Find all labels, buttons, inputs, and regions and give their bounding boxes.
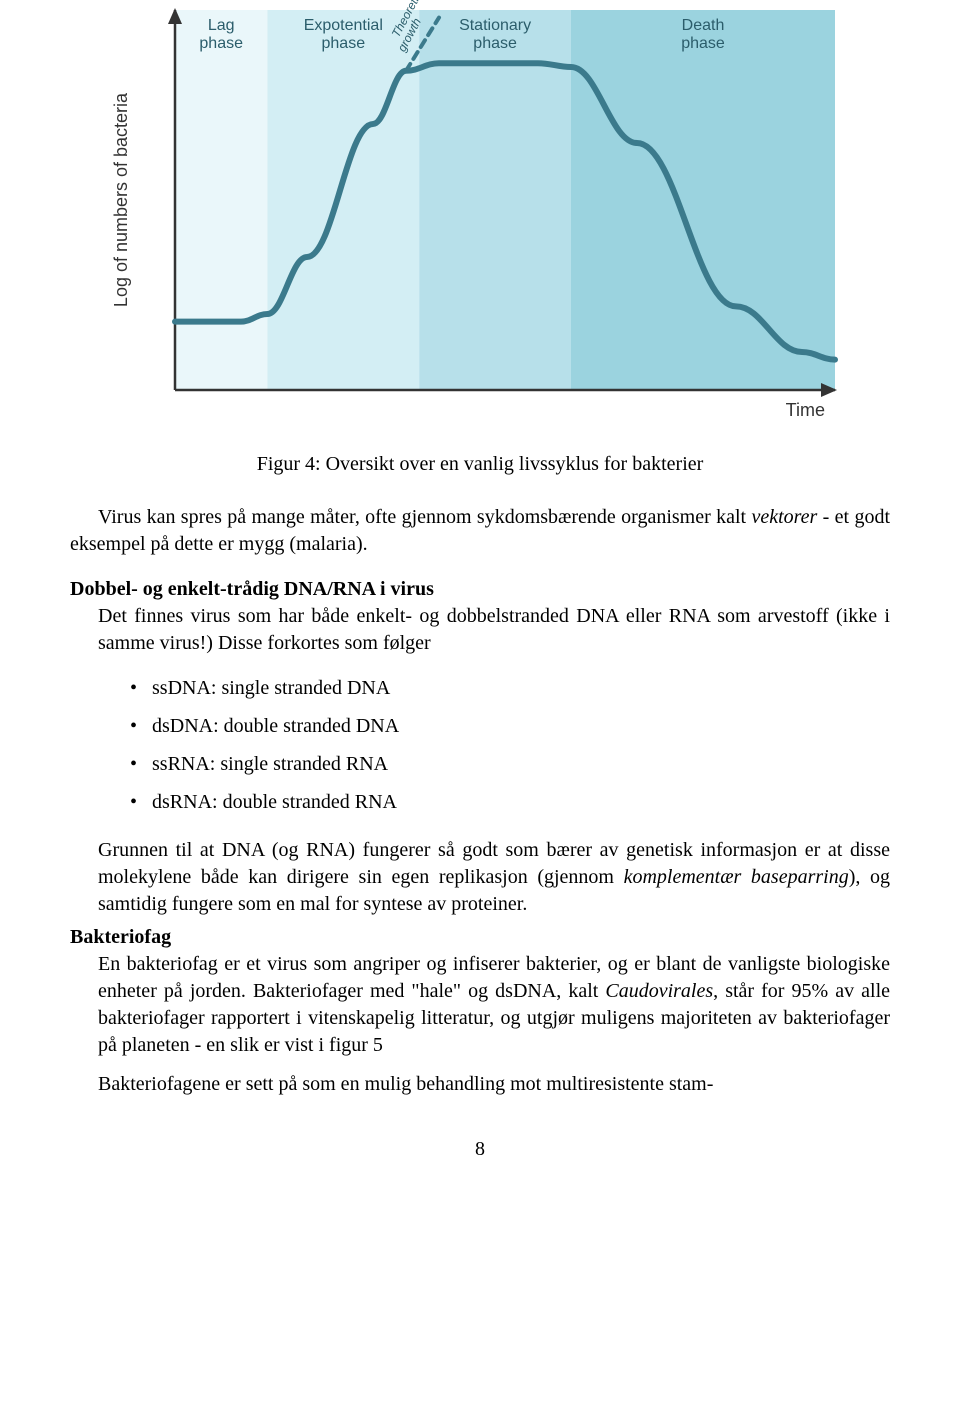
svg-text:phase: phase xyxy=(199,35,243,52)
section1-title: Dobbel- og enkelt-trådig DNA/RNA i virus xyxy=(70,578,890,601)
page: LagphaseExpotentialphaseStationaryphaseD… xyxy=(0,0,960,1201)
intro-paragraph: Virus kan spres på mange måter, ofte gje… xyxy=(70,504,890,558)
svg-text:Expotential: Expotential xyxy=(304,17,383,34)
section2-p1: En bakteriofag er et virus som angriper … xyxy=(98,951,890,1059)
section2-p2: Bakteriofagene er sett på som en mulig b… xyxy=(98,1071,890,1098)
growth-chart-svg: LagphaseExpotentialphaseStationaryphaseD… xyxy=(105,0,855,430)
list-item: ssRNA: single stranded RNA xyxy=(130,745,890,783)
strand-list: ssDNA: single stranded DNA dsDNA: double… xyxy=(130,669,890,821)
list-item: dsRNA: double stranded RNA xyxy=(130,783,890,821)
intro-italic: vektorer xyxy=(751,506,817,528)
section2-title: Bakteriofag xyxy=(70,926,890,949)
svg-text:phase: phase xyxy=(473,35,517,52)
section1-tail: Grunnen til at DNA (og RNA) fungerer så … xyxy=(98,837,890,918)
svg-text:Death: Death xyxy=(682,17,725,34)
growth-chart: LagphaseExpotentialphaseStationaryphaseD… xyxy=(105,0,855,435)
section1-tail-italic: komplementær baseparring xyxy=(624,866,849,888)
intro-text-a: Virus kan spres på mange måter, ofte gje… xyxy=(98,506,751,528)
section1-lead: Det finnes virus som har både enkelt- og… xyxy=(98,603,890,657)
svg-text:Log of numbers of bacteria: Log of numbers of bacteria xyxy=(111,92,131,307)
section2-p1-italic: Caudovirales xyxy=(605,980,713,1002)
page-number: 8 xyxy=(70,1138,890,1161)
list-item: ssDNA: single stranded DNA xyxy=(130,669,890,707)
svg-text:Time: Time xyxy=(786,400,825,420)
svg-text:phase: phase xyxy=(322,35,366,52)
figure-caption: Figur 4: Oversikt over en vanlig livssyk… xyxy=(70,453,890,476)
svg-text:Lag: Lag xyxy=(208,17,235,34)
svg-text:phase: phase xyxy=(681,35,725,52)
svg-text:Stationary: Stationary xyxy=(459,17,531,34)
list-item: dsDNA: double stranded DNA xyxy=(130,707,890,745)
